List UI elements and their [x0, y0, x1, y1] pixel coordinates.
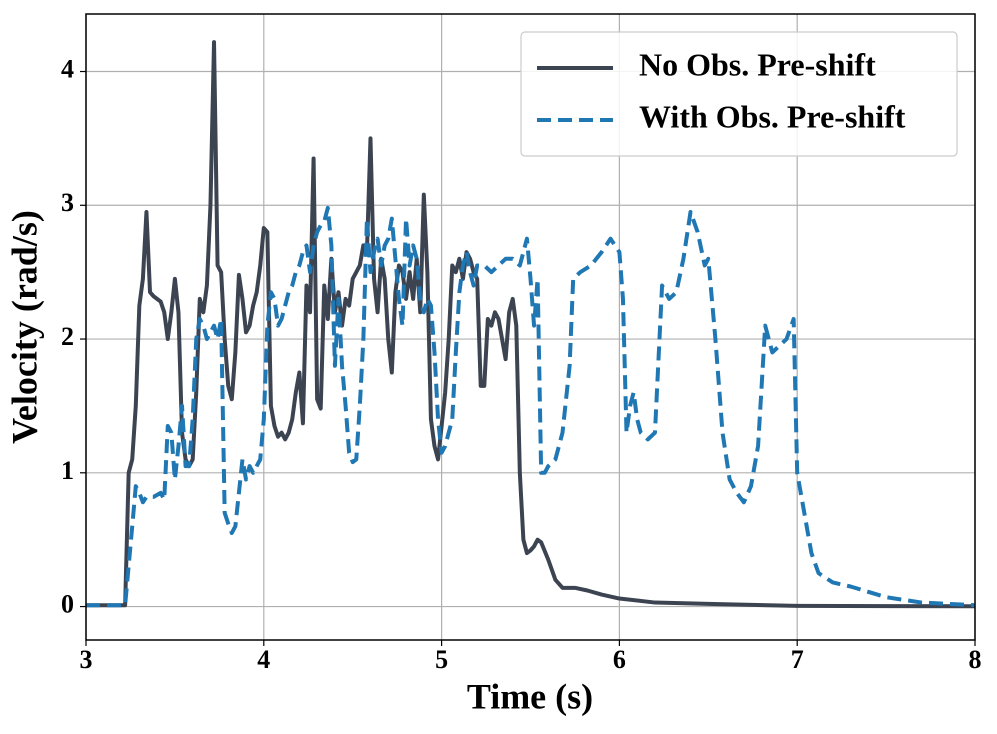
legend: No Obs. Pre-shift With Obs. Pre-shift [520, 31, 958, 157]
x-tick-label: 5 [435, 645, 448, 674]
x-tick-label: 6 [613, 645, 626, 674]
y-axis-label: Velocity (rad/s) [4, 210, 44, 444]
y-tick-label: 4 [61, 54, 74, 83]
legend-label: With Obs. Pre-shift [639, 98, 906, 134]
series-line [86, 40, 976, 609]
legend-box [520, 31, 958, 157]
y-tick-label: 1 [61, 456, 74, 485]
ticks: 3 4 5 6 7 8 0 1 2 3 4 [61, 54, 982, 673]
x-tick-label: 7 [791, 645, 804, 674]
x-tick-label: 4 [257, 645, 270, 674]
x-axis-label: Time (s) [467, 676, 593, 716]
x-tick-label: 3 [80, 645, 93, 674]
plot-frame [85, 13, 976, 641]
y-tick-label: 3 [61, 188, 74, 217]
y-tick-label: 2 [61, 322, 74, 351]
lines [86, 40, 976, 609]
y-tick-label: 0 [61, 590, 74, 619]
x-tick-label: 8 [969, 645, 982, 674]
series-line [86, 205, 976, 608]
legend-label: No Obs. Pre-shift [639, 46, 876, 82]
